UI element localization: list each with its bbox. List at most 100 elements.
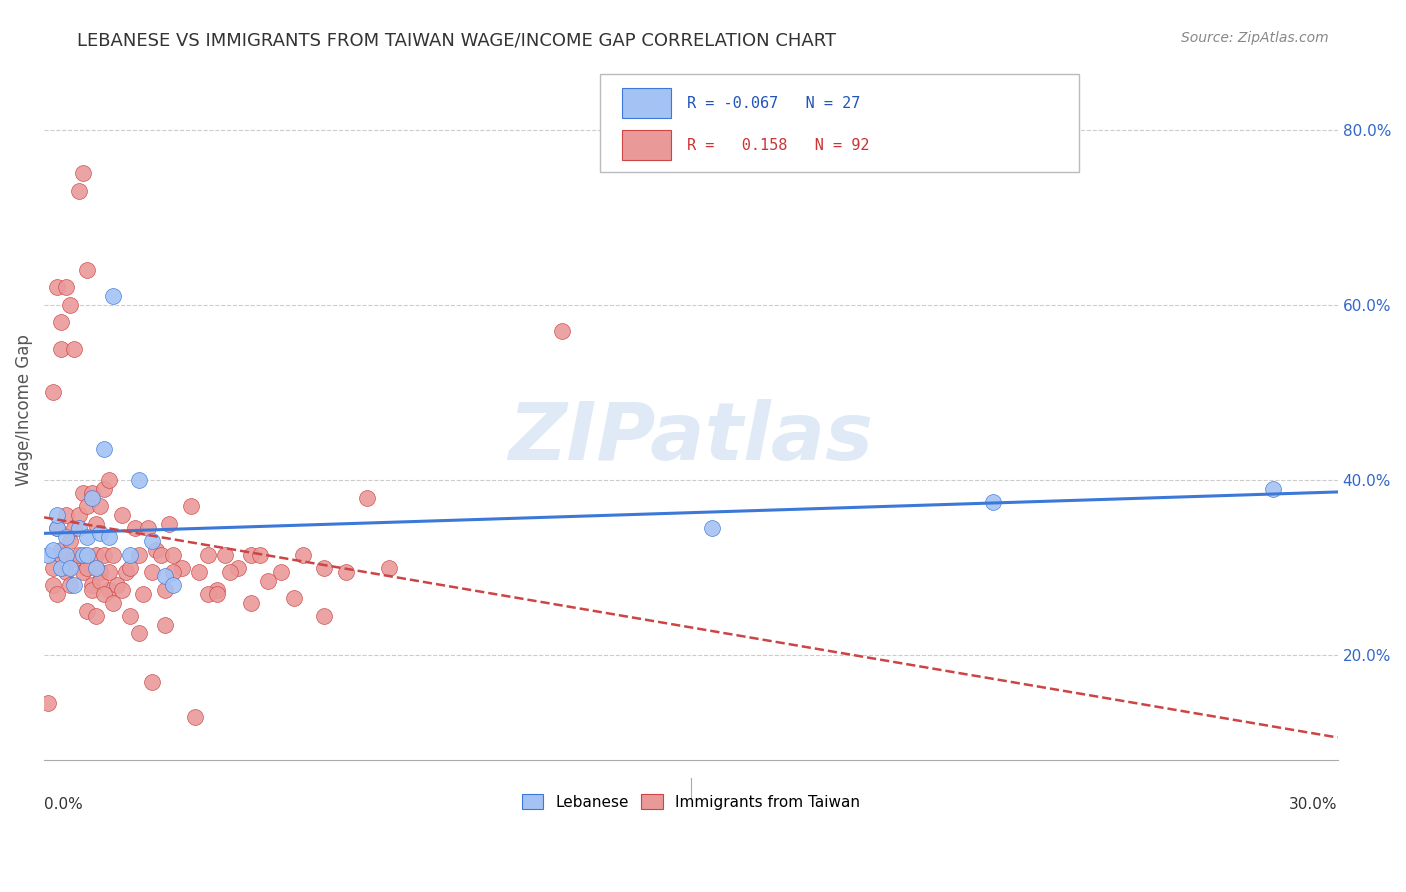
Point [153,582,176,597]
Point [128,626,150,640]
Point [55,508,77,522]
Point [72,565,94,579]
Point [257,574,280,588]
Point [218,565,240,579]
Point [180,500,202,514]
Point [51,560,73,574]
Point [981,495,1004,509]
Point [46,521,69,535]
Point [42,543,65,558]
Point [63,342,86,356]
Point [76,263,98,277]
Point [132,587,155,601]
Point [120,548,142,562]
Point [76,500,98,514]
Point [51,548,73,562]
Point [76,530,98,544]
Point [1261,482,1284,496]
Bar [623,130,672,160]
Point [115,565,138,579]
Point [197,548,219,562]
Point [93,548,115,562]
Point [111,582,134,597]
Point [80,491,103,505]
Point [107,578,129,592]
FancyBboxPatch shape [600,74,1078,172]
Point [240,596,263,610]
Point [101,289,124,303]
Point [120,560,142,574]
Point [51,543,73,558]
Point [149,548,172,562]
Point [84,516,107,531]
Point [59,560,82,574]
Legend: Lebanese, Immigrants from Taiwan: Lebanese, Immigrants from Taiwan [516,788,866,816]
Point [188,565,211,579]
Point [101,548,124,562]
Point [702,521,724,535]
Point [55,565,77,579]
Text: R = -0.067   N = 27: R = -0.067 N = 27 [688,95,860,111]
Point [84,560,107,574]
Point [93,442,115,457]
Point [111,508,134,522]
Point [63,552,86,566]
Point [120,608,142,623]
Point [55,548,77,562]
Point [42,578,65,592]
Point [240,548,263,562]
Point [84,608,107,623]
Point [97,473,120,487]
Point [76,548,98,562]
Point [67,548,90,562]
Point [335,565,357,579]
Point [128,548,150,562]
Point [55,280,77,294]
Point [205,587,228,601]
Point [184,709,207,723]
Point [162,548,184,562]
Point [76,605,98,619]
Text: R =   0.158   N = 92: R = 0.158 N = 92 [688,137,869,153]
Point [89,500,111,514]
Point [46,508,69,522]
Y-axis label: Wage/Income Gap: Wage/Income Gap [15,334,32,486]
Point [162,578,184,592]
Point [356,491,378,505]
Point [93,587,115,601]
Point [128,473,150,487]
Point [89,525,111,540]
Point [42,560,65,574]
Point [205,582,228,597]
Point [314,608,336,623]
Point [37,548,59,562]
Point [172,560,194,574]
Point [283,591,305,606]
Point [550,324,572,338]
Bar [623,88,672,118]
Point [214,548,236,562]
Point [101,596,124,610]
Text: LEBANESE VS IMMIGRANTS FROM TAIWAN WAGE/INCOME GAP CORRELATION CHART: LEBANESE VS IMMIGRANTS FROM TAIWAN WAGE/… [77,31,837,49]
Point [72,486,94,500]
Point [37,697,59,711]
Point [89,574,111,588]
Point [270,565,292,579]
Point [141,674,163,689]
Point [97,582,120,597]
Point [162,565,184,579]
Point [76,560,98,574]
Point [249,548,271,562]
Point [59,578,82,592]
Text: ZIPatlas: ZIPatlas [509,399,873,477]
Point [72,166,94,180]
Point [46,280,69,294]
Point [141,534,163,549]
Point [63,521,86,535]
Point [157,516,180,531]
Point [291,548,314,562]
Point [46,587,69,601]
Point [314,560,336,574]
Point [59,298,82,312]
Point [93,482,115,496]
